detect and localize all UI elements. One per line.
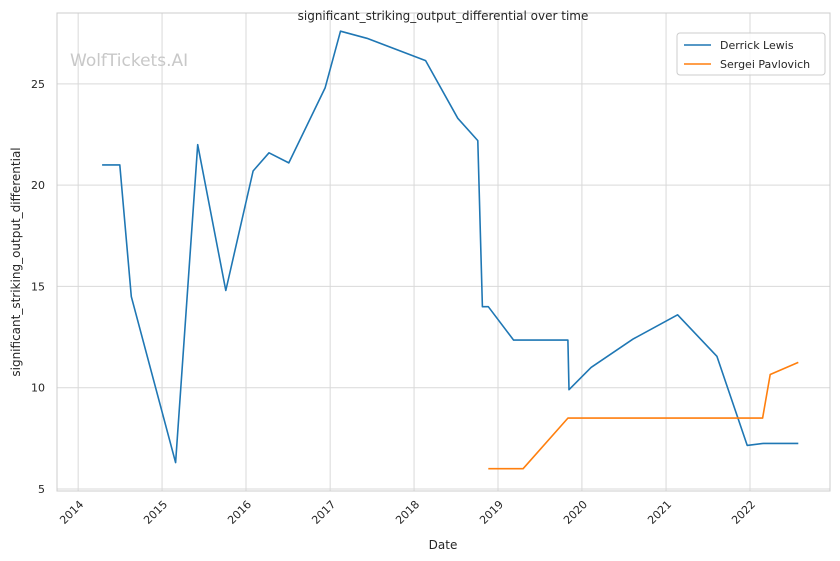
legend-box [676,32,826,76]
y-tick-label: 15 [31,280,45,293]
legend-label-derrick-lewis: Derrick Lewis [720,39,794,52]
x-tick-label: 2019 [477,498,506,527]
y-tick-label: 20 [31,179,45,192]
y-axis-label: significant_striking_output_differential [9,147,23,376]
chart-title: significant_striking_output_differential… [298,9,589,23]
legend-label-sergei-pavlovich: Sergei Pavlovich [720,58,810,71]
y-tick-label: 10 [31,382,45,395]
x-tick-label: 2016 [225,498,254,527]
legend: Derrick Lewis Sergei Pavlovich [676,32,826,76]
series-lines [102,30,799,470]
series-line-derrick-lewis [102,30,799,464]
x-tick-label: 2014 [57,498,86,527]
series-line-sergei-pavlovich [488,361,799,470]
x-axis-ticks: 2014 2015 2016 2017 2018 2019 2020 2021 2022 [57,498,758,527]
y-axis-ticks: 5 10 15 20 25 [31,78,45,496]
x-axis-label: Date [429,538,458,552]
y-tick-label: 5 [38,483,45,496]
x-tick-label: 2017 [309,498,338,527]
watermark-text: WolfTickets.AI [70,51,188,71]
grid-lines [57,13,830,491]
plot-area [56,12,831,492]
x-tick-label: 2015 [141,498,170,527]
y-tick-label: 25 [31,78,45,91]
x-tick-label: 2022 [729,498,758,527]
x-tick-label: 2020 [561,498,590,527]
x-tick-label: 2021 [645,498,674,527]
x-tick-label: 2018 [393,498,422,527]
